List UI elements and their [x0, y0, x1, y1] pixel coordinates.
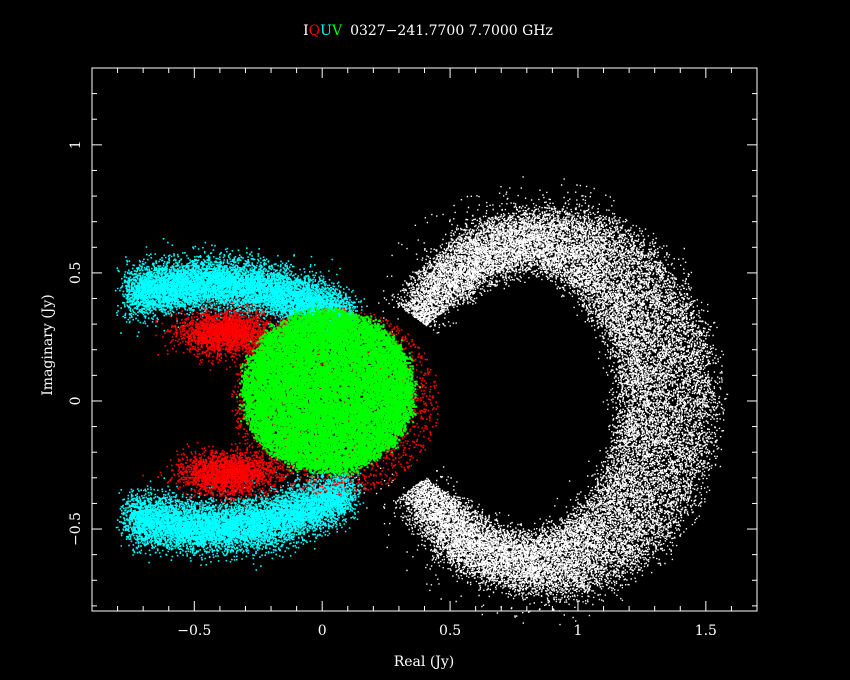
series-V [236, 302, 421, 478]
x-axis-label: Real (Jy) [394, 654, 455, 670]
y-tick-label: 0.5 [68, 262, 84, 284]
y-axis-label: Imaginary (Jy) [40, 294, 56, 395]
x-tick-label: 0.5 [439, 623, 461, 639]
x-tick-label: 0 [318, 623, 327, 639]
points-I [355, 176, 729, 626]
series-I [355, 176, 729, 626]
title-stokes-v: V [331, 23, 343, 39]
title-stokes-i: I [303, 23, 309, 39]
x-tick-label: 1 [574, 623, 583, 639]
y-tick-label: −0.5 [68, 512, 84, 546]
title-stokes-q: Q [309, 23, 320, 39]
x-tick-label: −0.5 [177, 623, 211, 639]
y-tick-label: 0 [68, 397, 84, 406]
y-tick-label: 1 [68, 140, 84, 149]
title-stokes-u: U [320, 23, 332, 39]
x-tick-label: 1.5 [695, 623, 717, 639]
points-V [236, 302, 421, 478]
chart-title: IQUV 0327−241.7700 7.7000 GHz [303, 23, 553, 39]
data-points [114, 176, 729, 626]
axes: −0.5 0 0.5 1 1.5 −0.5 0 0.5 1 [68, 67, 758, 639]
title-source: 0327−241.7700 7.7000 GHz [350, 23, 553, 39]
